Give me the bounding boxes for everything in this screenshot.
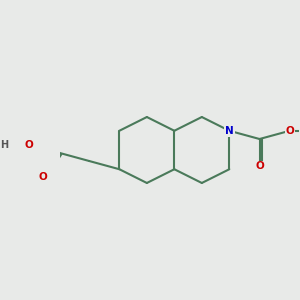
Text: O: O xyxy=(24,140,33,149)
Text: O: O xyxy=(285,126,294,136)
Text: O: O xyxy=(38,172,47,182)
Text: O: O xyxy=(255,161,264,172)
Text: N: N xyxy=(225,126,234,136)
Text: H: H xyxy=(0,140,8,149)
